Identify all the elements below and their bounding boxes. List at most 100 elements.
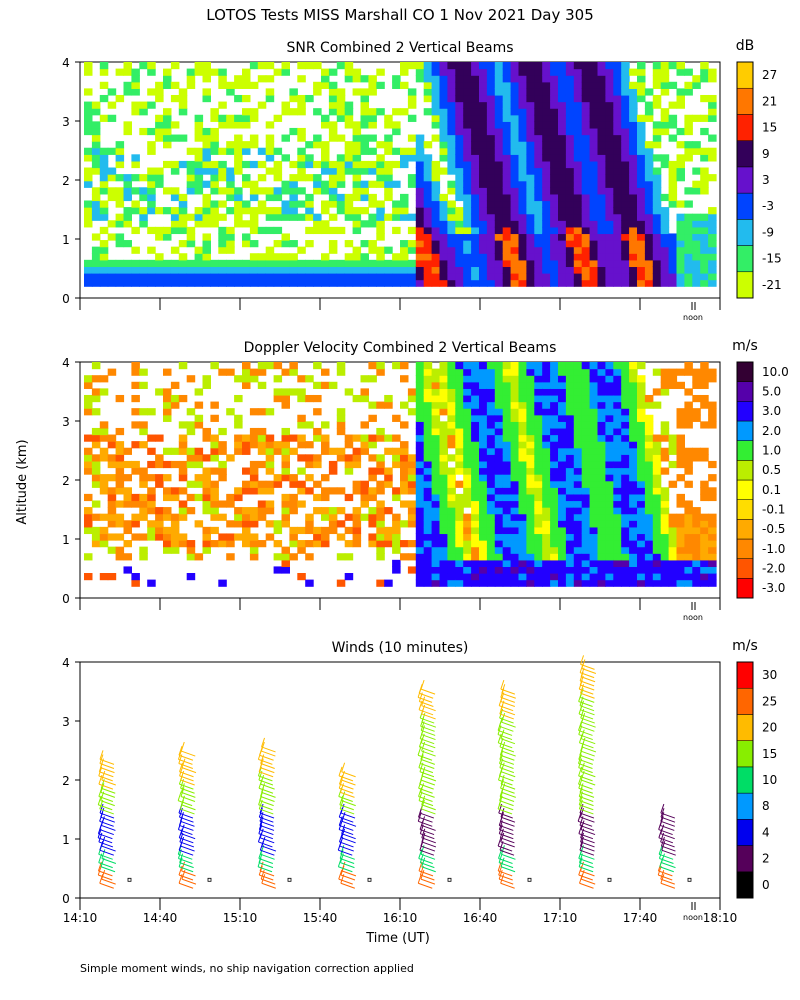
heatmap-cell <box>692 566 701 574</box>
heatmap-cell <box>668 553 678 561</box>
heatmap-cell <box>305 526 314 535</box>
heatmap-cell <box>479 480 488 488</box>
heatmap-cell <box>471 88 480 96</box>
heatmap-cell <box>526 207 535 215</box>
colorbar-label: 0 <box>762 878 770 892</box>
heatmap-cell <box>415 513 425 521</box>
heatmap-cell <box>510 81 520 89</box>
heatmap-cell <box>637 388 646 396</box>
heatmap-cell <box>676 460 685 469</box>
heatmap-cell <box>384 401 393 409</box>
heatmap-cell <box>163 226 172 235</box>
heatmap-cell <box>242 160 251 169</box>
heatmap-cell <box>376 540 385 548</box>
heatmap-cell <box>218 266 227 274</box>
heatmap-cell <box>629 88 638 96</box>
heatmap-cell <box>360 141 369 149</box>
heatmap-cell <box>226 167 235 175</box>
heatmap-cell <box>573 213 583 221</box>
heatmap-cell <box>486 421 496 429</box>
heatmap-cell <box>384 167 393 175</box>
heatmap-cell <box>218 441 227 449</box>
heatmap-cell <box>542 546 551 554</box>
wind-barb <box>580 837 595 844</box>
heatmap-cell <box>407 460 417 469</box>
heatmap-cell <box>526 114 535 122</box>
heatmap-cell <box>328 460 338 469</box>
heatmap-cell <box>107 266 117 274</box>
wind-barb <box>181 791 196 798</box>
heatmap-cell <box>621 487 630 495</box>
heatmap-cell <box>644 447 654 455</box>
heatmap-cell <box>139 381 148 389</box>
heatmap-cell <box>84 259 93 268</box>
heatmap-cell <box>344 207 354 215</box>
heatmap-cell <box>194 493 204 502</box>
heatmap-cell <box>431 160 441 169</box>
heatmap-cell <box>471 414 480 422</box>
heatmap-cell <box>99 207 109 215</box>
heatmap-cell <box>684 220 693 228</box>
heatmap-cell <box>510 362 520 370</box>
heatmap-cell <box>692 408 701 416</box>
heatmap-cell <box>439 121 448 129</box>
heatmap-cell <box>629 226 638 235</box>
heatmap-cell <box>652 388 662 396</box>
heatmap-cell <box>581 167 591 175</box>
heatmap-cell <box>502 108 512 116</box>
heatmap-cell <box>384 187 393 195</box>
wind-barb-flag <box>259 758 264 768</box>
heatmap-cell <box>518 233 527 241</box>
heatmap-cell <box>407 513 417 521</box>
heatmap-cell <box>91 207 101 215</box>
heatmap-cell <box>455 427 464 436</box>
heatmap-cell <box>336 454 346 462</box>
heatmap-cell <box>684 266 693 274</box>
heatmap-cell <box>336 193 346 202</box>
wind-barb <box>181 870 196 877</box>
heatmap-cell <box>684 388 693 396</box>
heatmap-cell <box>502 240 512 248</box>
heatmap-cell <box>510 546 520 554</box>
heatmap-cell <box>431 180 441 188</box>
heatmap-cell <box>589 573 599 581</box>
heatmap-cell <box>621 559 630 568</box>
heatmap-cell <box>226 246 235 254</box>
heatmap-cell <box>605 454 614 462</box>
heatmap-cell <box>494 441 504 449</box>
heatmap-cell <box>91 134 101 142</box>
heatmap-cell <box>644 394 654 403</box>
heatmap-cell <box>605 279 614 287</box>
heatmap-cell <box>573 566 583 574</box>
heatmap-cell <box>376 259 385 268</box>
heatmap-cell <box>218 233 227 241</box>
heatmap-cell <box>581 559 591 568</box>
heatmap-cell <box>289 507 298 515</box>
heatmap-cell <box>708 408 717 416</box>
heatmap-cell <box>463 147 472 155</box>
heatmap-cell <box>352 460 362 469</box>
heatmap-cell <box>526 573 535 581</box>
heatmap-cell <box>431 193 441 202</box>
heatmap-cell <box>455 553 464 561</box>
heatmap-cell <box>257 540 267 548</box>
wind-barb <box>98 796 114 802</box>
heatmap-cell <box>510 540 520 548</box>
heatmap-cell <box>218 167 227 175</box>
heatmap-cell <box>447 441 456 449</box>
heatmap-cell <box>84 127 93 136</box>
wind-barb-flag <box>97 865 102 876</box>
wind-barb <box>180 820 195 827</box>
heatmap-cell <box>573 467 583 475</box>
heatmap-cell <box>565 154 575 162</box>
heatmap-cell <box>597 493 606 502</box>
heatmap-cell <box>652 134 662 142</box>
heatmap-cell <box>297 375 306 383</box>
heatmap-cell <box>99 246 109 254</box>
heatmap-cell <box>321 81 330 89</box>
heatmap-cell <box>518 401 527 409</box>
wind-barb <box>418 796 433 802</box>
heatmap-cell <box>178 207 188 215</box>
heatmap-cell <box>147 520 156 528</box>
